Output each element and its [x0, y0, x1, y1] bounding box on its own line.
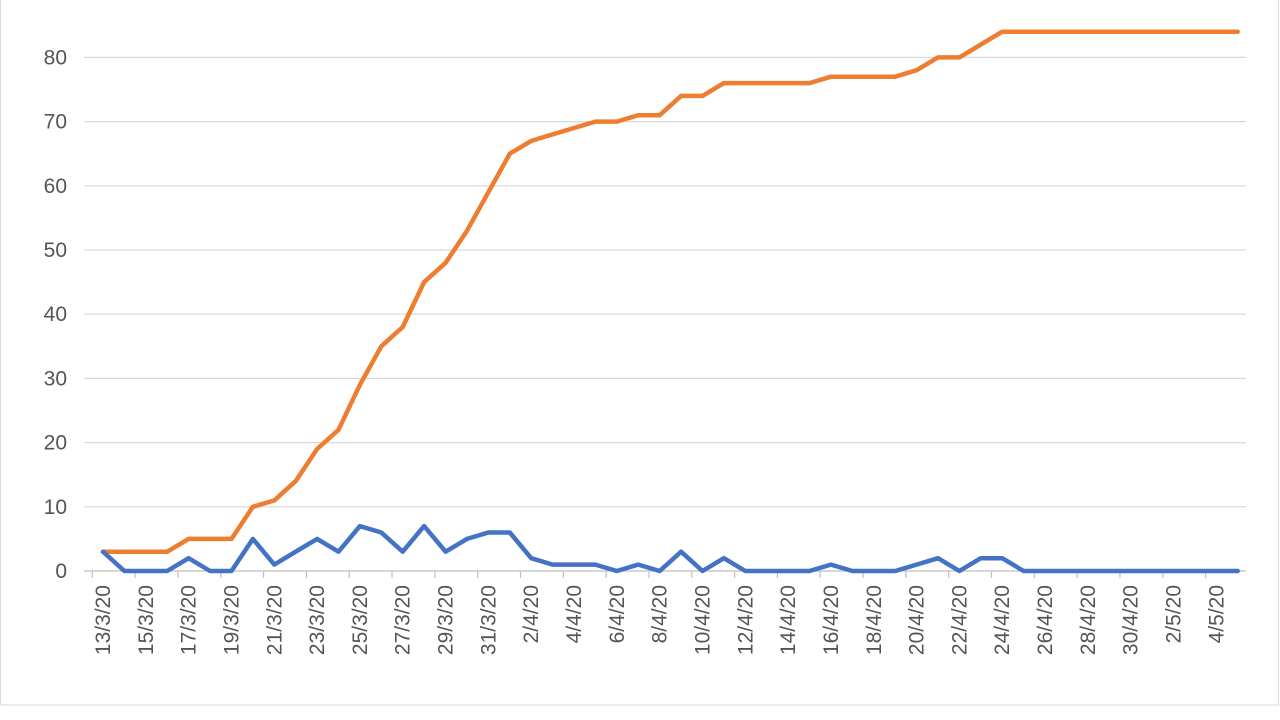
x-tick-label: 4/4/20 [563, 585, 586, 643]
series-line-1 [100, 523, 1240, 574]
x-tick-label: 28/4/20 [1077, 585, 1100, 655]
x-tick-label: 17/3/20 [178, 585, 201, 655]
x-tick-label: 25/3/20 [349, 585, 372, 655]
x-tick-label: 8/4/20 [649, 585, 672, 643]
y-tick-label: 10 [44, 496, 67, 519]
y-tick-label: 0 [55, 560, 67, 583]
y-tick-label: 40 [44, 303, 67, 326]
y-tick-label: 70 [44, 111, 67, 134]
chart-frame [0, 0, 1279, 706]
x-tick-label: 20/4/20 [906, 585, 929, 655]
x-tick-label: 24/4/20 [991, 585, 1014, 655]
x-tick-label: 2/5/20 [1163, 585, 1186, 643]
y-tick-label: 50 [44, 239, 67, 262]
x-tick-label: 12/4/20 [734, 585, 757, 655]
x-tick-label: 31/3/20 [477, 585, 500, 655]
x-tick-label: 30/4/20 [1120, 585, 1143, 655]
x-tick-label: 29/3/20 [435, 585, 458, 655]
x-tick-label: 26/4/20 [1034, 585, 1057, 655]
x-tick-label: 22/4/20 [948, 585, 971, 655]
x-tick-label: 2/4/20 [520, 585, 543, 643]
x-tick-label: 19/3/20 [220, 585, 243, 655]
series-line-0 [100, 29, 1240, 554]
x-tick-label: 21/3/20 [263, 585, 286, 655]
x-tick-label: 15/3/20 [135, 585, 158, 655]
y-tick-label: 60 [44, 175, 67, 198]
x-tick-label: 6/4/20 [606, 585, 629, 643]
x-axis-tick-labels: 13/3/20 15/3/20 17/3/20 19/3/20 21/3/20 23/3/… [92, 585, 1228, 655]
x-tick-label: 27/3/20 [392, 585, 415, 655]
x-tick-label: 10/4/20 [691, 585, 714, 655]
y-tick-label: 90 [44, 0, 67, 5]
y-tick-label: 30 [44, 367, 67, 390]
x-tick-label: 4/5/20 [1205, 585, 1228, 643]
x-tick-label: 23/3/20 [306, 585, 329, 655]
x-tick-label: 14/4/20 [777, 585, 800, 655]
x-tick-label: 18/4/20 [863, 585, 886, 655]
y-tick-label: 20 [44, 432, 67, 455]
x-tick-label: 16/4/20 [820, 585, 843, 655]
y-axis-tick-labels: 0 10 20 30 40 50 60 70 80 90 [44, 0, 67, 583]
series-lines [100, 29, 1240, 574]
x-tick-label: 13/3/20 [92, 585, 115, 655]
gridlines [84, 56, 1246, 508]
y-tick-label: 80 [44, 46, 67, 69]
